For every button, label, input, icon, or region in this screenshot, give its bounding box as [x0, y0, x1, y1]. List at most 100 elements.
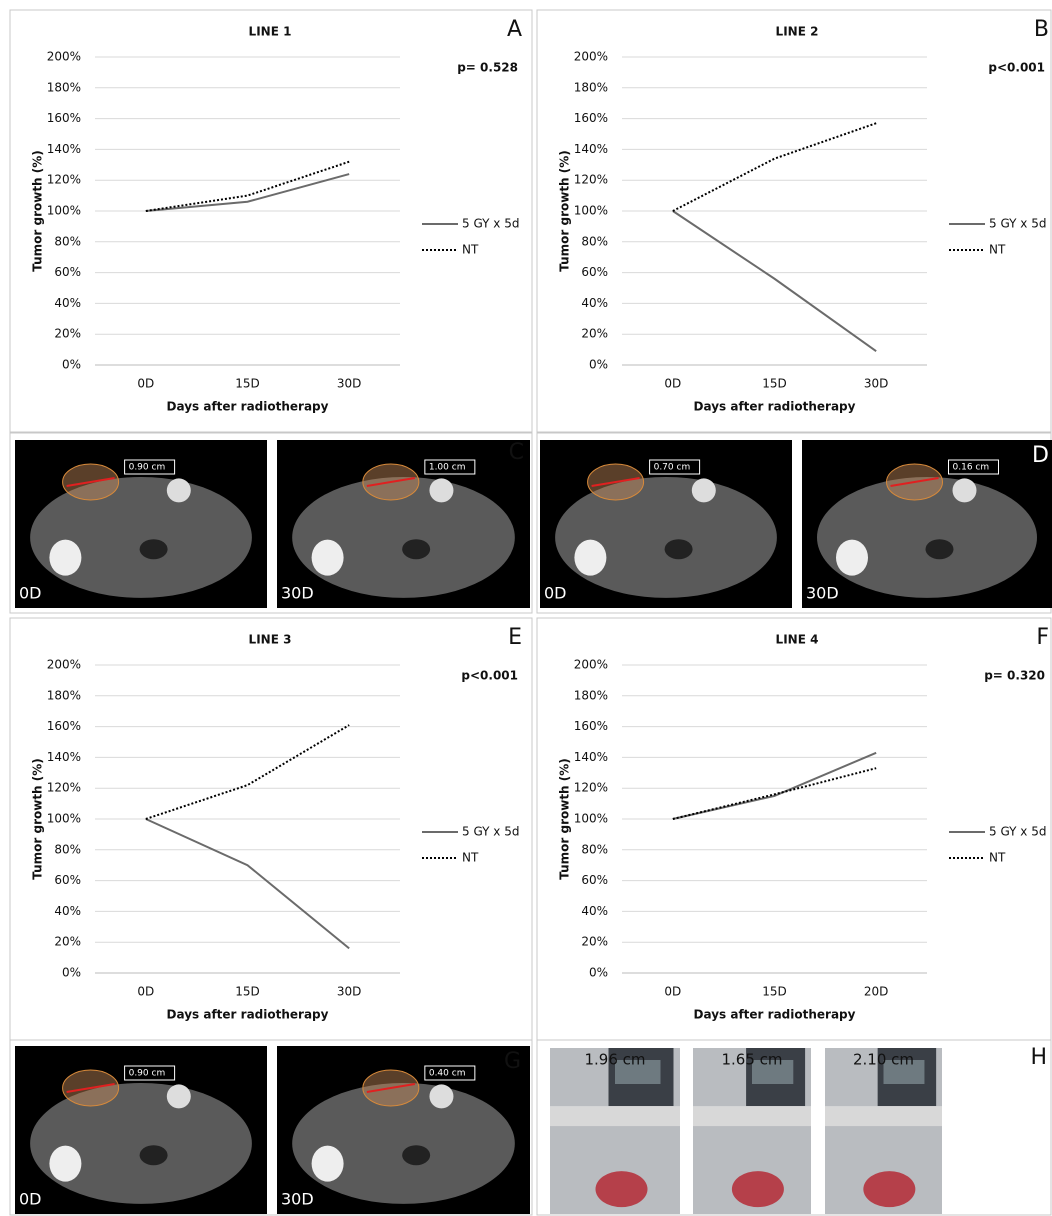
x-axis-label: Days after radiotherapy	[167, 400, 329, 414]
measure-line	[366, 477, 416, 487]
legend-label: 5 GY x 5d	[989, 825, 1046, 839]
y-tick-label: 180%	[574, 80, 608, 94]
ct-dark	[139, 539, 168, 560]
y-tick-label: 60%	[54, 265, 81, 279]
panel-label: B	[1034, 17, 1049, 42]
y-tick-label: 80%	[581, 234, 608, 248]
chart-panel: LINE 2 Bp<0.001 0% 20% 40% 60% 80% 100% 120% 140%…	[536, 9, 1052, 433]
panel-label: D	[1032, 443, 1049, 468]
panel-frame	[9, 9, 533, 433]
y-tick-label: 100%	[47, 812, 81, 826]
y-axis-label: Tumor growth (%)	[558, 758, 572, 880]
y-axis-label: Tumor growth (%)	[558, 150, 572, 272]
ct-dark	[402, 1145, 431, 1166]
y-tick-label: 200%	[47, 658, 81, 672]
panel-label: G	[504, 1049, 521, 1074]
chart-panel: LINE 3 Ep<0.001 0% 20% 40% 60% 80% 100% 120% 140%…	[9, 617, 533, 1041]
measure-box	[424, 459, 476, 475]
y-tick-label: 140%	[47, 142, 81, 156]
measure-line	[66, 477, 115, 487]
y-tick-label: 40%	[581, 904, 608, 918]
ct-bright	[166, 478, 191, 503]
measure-label: 0.90 cm	[129, 463, 166, 473]
tumor-sample	[731, 1171, 784, 1208]
ct-bright	[952, 478, 977, 503]
y-tick-label: 100%	[47, 204, 81, 218]
ct-body	[292, 1082, 515, 1204]
y-tick-label: 80%	[581, 842, 608, 856]
ct-bright	[49, 539, 82, 576]
measure-label: 0.90 cm	[129, 1069, 166, 1079]
p-value: p<0.001	[461, 669, 518, 683]
legend-label: NT	[462, 851, 479, 865]
panel-label: H	[1030, 1045, 1047, 1070]
chart-title: LINE 4	[776, 633, 819, 647]
ct-body	[292, 476, 515, 598]
x-axis-label: Days after radiotherapy	[167, 1008, 329, 1022]
x-tick-label: 30D	[337, 377, 362, 391]
ct-bright	[311, 1145, 344, 1182]
y-tick-label: 0%	[589, 358, 608, 372]
panel-label: A	[507, 17, 522, 42]
y-tick-label: 40%	[54, 904, 81, 918]
chart-title: LINE 2	[776, 25, 819, 39]
y-tick-label: 100%	[574, 812, 608, 826]
x-tick-label: 15D	[235, 377, 260, 391]
legend-label: 5 GY x 5d	[462, 217, 519, 231]
panel-label: C	[509, 440, 524, 465]
series-line	[145, 724, 350, 820]
y-axis-label: Tumor growth (%)	[31, 150, 45, 272]
y-tick-label: 200%	[47, 50, 81, 64]
x-tick-label: 30D	[337, 985, 362, 999]
y-tick-label: 100%	[574, 204, 608, 218]
ct-bright	[574, 539, 607, 576]
p-value: p= 0.528	[457, 61, 518, 75]
measure-line	[366, 1083, 416, 1093]
measure-line	[890, 477, 939, 487]
legend-label: NT	[989, 851, 1006, 865]
x-tick-label: 15D	[762, 985, 787, 999]
ct-bright	[836, 539, 868, 576]
measure-box	[424, 1065, 476, 1081]
x-tick-label: 15D	[235, 985, 260, 999]
caliper-scale	[693, 1106, 811, 1127]
chart-panel: LINE 1 Ap= 0.528 0% 20% 40% 60% 80% 100% 120% 140…	[9, 9, 533, 433]
day-label: 0D	[544, 584, 567, 603]
panel-frame	[9, 1039, 533, 1216]
y-tick-label: 180%	[47, 688, 81, 702]
x-tick-label: 0D	[664, 985, 681, 999]
series-line	[672, 767, 877, 820]
y-tick-label: 60%	[581, 873, 608, 887]
panel-frame	[9, 432, 533, 614]
measure-label: 0.70 cm	[654, 463, 691, 473]
y-tick-label: 120%	[47, 173, 81, 187]
y-tick-label: 180%	[574, 688, 608, 702]
ct-dark	[139, 1145, 168, 1166]
y-tick-label: 160%	[574, 719, 608, 733]
y-tick-label: 200%	[574, 50, 608, 64]
y-tick-label: 120%	[47, 781, 81, 795]
x-axis-label: Days after radiotherapy	[694, 400, 856, 414]
day-label: 30D	[281, 1190, 314, 1209]
y-tick-label: 140%	[47, 750, 81, 764]
panel-frame	[536, 9, 1052, 433]
x-axis-label: Days after radiotherapy	[694, 1008, 856, 1022]
ct-bright	[429, 1084, 454, 1109]
y-tick-label: 20%	[54, 935, 81, 949]
series-line	[672, 751, 877, 820]
y-tick-label: 60%	[54, 873, 81, 887]
x-tick-label: 15D	[762, 377, 787, 391]
chart-title: LINE 3	[249, 633, 292, 647]
day-label: 30D	[281, 584, 314, 603]
measure-box	[948, 459, 999, 475]
day-label: 0D	[19, 1190, 42, 1209]
y-tick-label: 60%	[581, 265, 608, 279]
measure-box	[649, 459, 701, 475]
legend-label: NT	[989, 243, 1006, 257]
legend-label: 5 GY x 5d	[989, 217, 1046, 231]
ct-dark	[925, 539, 954, 560]
x-tick-label: 0D	[137, 377, 154, 391]
ct-bright	[691, 478, 716, 503]
caliper-scale	[550, 1106, 680, 1127]
